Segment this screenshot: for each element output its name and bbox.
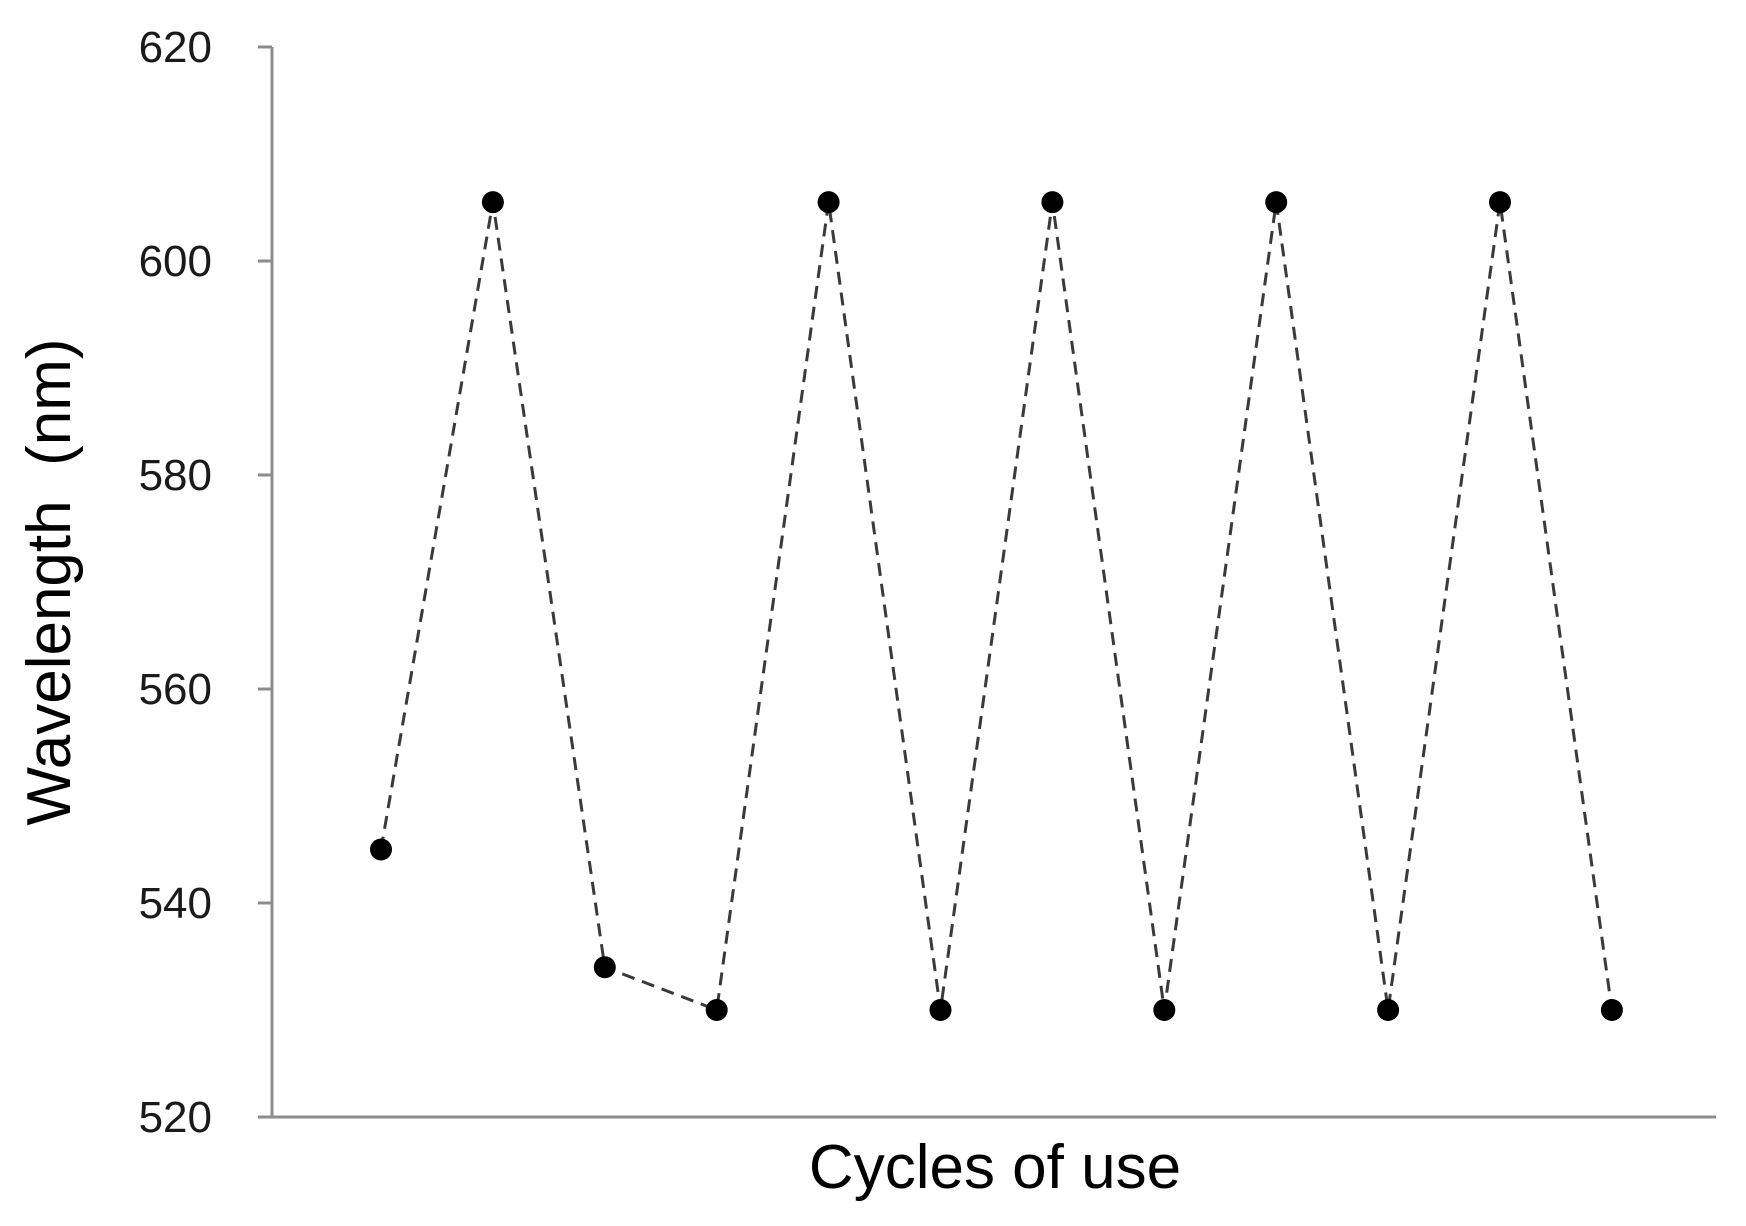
y-tick-label: 600 (139, 237, 212, 286)
data-point (929, 999, 952, 1021)
y-ticks: 520 540 560 580 600 620 (139, 23, 272, 1142)
y-tick-label: 560 (139, 665, 212, 714)
series-line (379, 201, 1614, 1013)
axes (258, 47, 1716, 1119)
data-point (1265, 191, 1288, 214)
y-tick-label: 580 (139, 451, 212, 500)
data-point (593, 956, 616, 979)
data-point (370, 838, 392, 861)
y-tick-label: 520 (139, 1093, 212, 1142)
data-point (1153, 999, 1176, 1021)
data-point (817, 191, 840, 214)
y-axis-title: Wavelength (nm) (15, 339, 84, 826)
y-tick-label: 620 (139, 23, 212, 72)
y-tick-label: 540 (139, 879, 212, 928)
data-point (1600, 999, 1623, 1021)
data-point (1041, 191, 1064, 214)
data-point (705, 999, 728, 1021)
data-series (370, 191, 1623, 1021)
x-axis-title: Cycles of use (809, 1133, 1181, 1202)
data-point (1377, 999, 1400, 1021)
data-point (481, 191, 504, 214)
data-point (1489, 191, 1511, 214)
